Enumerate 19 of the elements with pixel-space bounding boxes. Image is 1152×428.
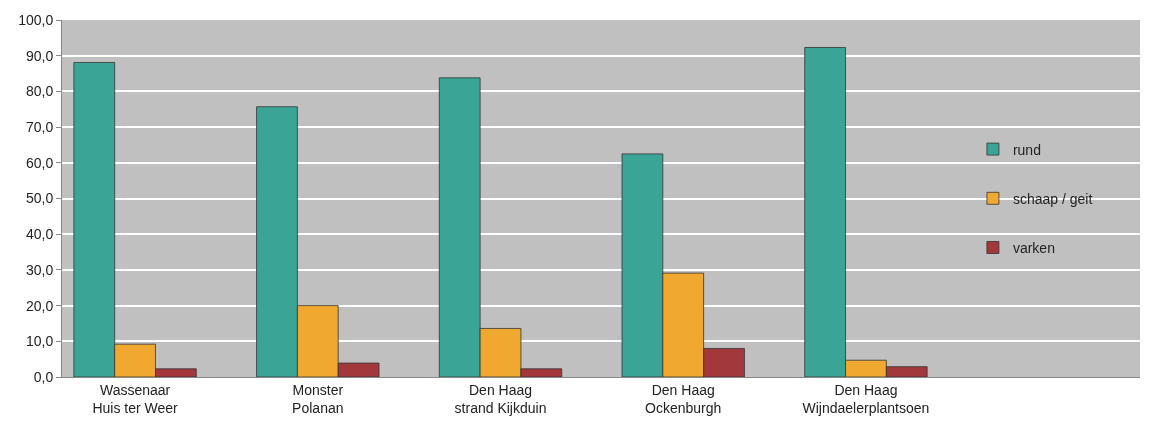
legend-label: schaap / geit [1012,190,1093,207]
y-tick-label: 10,0 [25,333,54,350]
y-tick-label: 20,0 [25,297,54,314]
x-tick-label: Den Haag strand Kijkduin [454,381,547,416]
x-tick-label: Den Haag Ockenburgh [645,381,722,416]
y-tick-label: 50,0 [25,190,54,207]
y-tick-label: 40,0 [25,226,54,243]
x-tick-label: Den Haag Wijndaelerplantsoen [802,381,930,416]
legend-label: varken [1012,239,1055,256]
y-tick-label: 30,0 [25,261,54,278]
y-tick-label: 90,0 [25,47,54,64]
y-tick-label: 100,0 [18,11,54,28]
y-tick-label: 80,0 [25,83,54,100]
y-tick-label: 70,0 [25,119,54,135]
x-tick-label: Monster Polanan [292,381,344,416]
y-tick-label: 60,0 [25,154,54,171]
x-tick-label: Wassenaar Huis ter Weer [92,381,179,416]
legend-label: rund [1012,141,1041,158]
y-tick-label: 0,0 [33,368,54,385]
